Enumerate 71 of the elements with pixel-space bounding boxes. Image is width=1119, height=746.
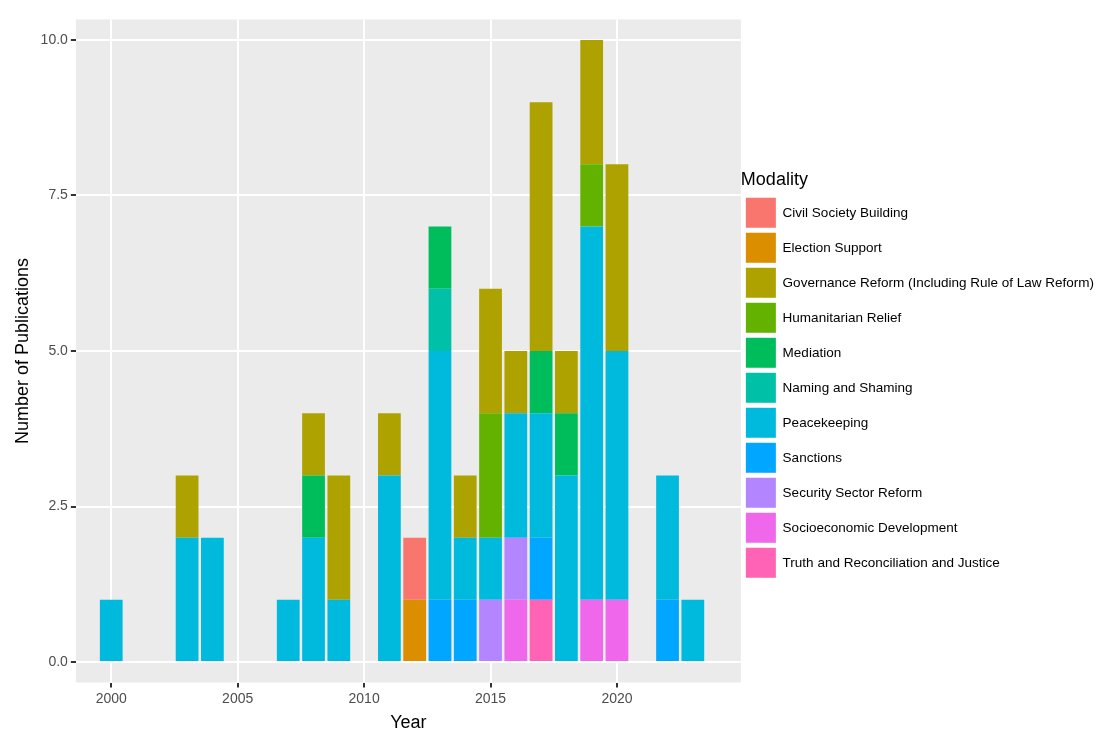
legend-label: Sanctions: [782, 449, 843, 465]
bar: [378, 413, 401, 476]
bar: [681, 599, 705, 662]
y-axis-title: Number of Publications: [11, 257, 32, 445]
bar: [555, 475, 578, 662]
bar: [378, 475, 401, 662]
bar: [453, 599, 477, 662]
bar: [529, 413, 553, 538]
bar: [580, 164, 604, 227]
bar: [428, 288, 452, 351]
bar: [479, 537, 502, 600]
bar: [504, 351, 528, 414]
bar: [504, 413, 528, 538]
bar: [175, 475, 199, 538]
bar: [529, 599, 553, 662]
legend-label: Peacekeeping: [782, 414, 869, 430]
bar: [453, 475, 477, 538]
bar: [99, 599, 123, 662]
legend-label: Socioeconomic Development: [782, 519, 958, 535]
bar: [580, 599, 604, 662]
y-tick-label: 2.5: [48, 497, 69, 514]
bar: [605, 599, 629, 662]
x-tick-label: 2015: [474, 689, 507, 706]
bar: [555, 413, 578, 476]
bar: [529, 537, 553, 600]
legend-label: Mediation: [782, 344, 842, 360]
x-tick-label: 2005: [222, 689, 254, 706]
bar: [580, 226, 604, 600]
bar: [504, 599, 528, 662]
bar: [479, 288, 502, 414]
bar: [403, 537, 427, 600]
bar: [201, 537, 224, 662]
x-tick-label: 2010: [348, 689, 380, 706]
bar: [276, 599, 300, 662]
legend-label: Civil Society Building: [782, 204, 908, 220]
bar: [302, 413, 325, 476]
legend-label: Governance Reform (Including Rule of Law Reform): [782, 274, 1095, 290]
bar: [555, 351, 578, 414]
bar: [428, 226, 452, 289]
bar: [529, 351, 553, 414]
bar: [479, 413, 502, 538]
legend-title: Modality: [740, 169, 808, 190]
bar: [327, 475, 351, 600]
y-tick-label: 10.0: [40, 30, 69, 47]
x-tick-label: 2000: [95, 689, 128, 706]
y-tick-label: 0.0: [48, 652, 69, 669]
bar: [403, 599, 427, 662]
bar: [327, 599, 351, 662]
bar: [605, 164, 629, 351]
bar: [504, 537, 528, 600]
legend-label: Humanitarian Relief: [782, 309, 902, 325]
x-axis-title: Year: [390, 712, 427, 733]
bar: [605, 351, 629, 600]
bar: [302, 537, 325, 662]
bar: [302, 475, 325, 538]
bar: [428, 599, 452, 662]
bar: [175, 537, 199, 662]
legend-label: Security Sector Reform: [782, 484, 923, 500]
y-tick-label: 5.0: [48, 341, 69, 358]
bar: [453, 537, 477, 600]
legend-label: Election Support: [782, 239, 882, 255]
y-tick-label: 7.5: [48, 186, 69, 203]
bar: [656, 475, 679, 600]
bar: [656, 599, 679, 662]
legend-label: Truth and Reconciliation and Justice: [782, 554, 1000, 570]
x-tick-label: 2020: [601, 689, 633, 706]
bar: [580, 39, 604, 165]
bar: [428, 351, 452, 600]
bar: [529, 102, 553, 351]
legend-label: Naming and Shaming: [782, 379, 913, 395]
bar: [479, 599, 502, 662]
